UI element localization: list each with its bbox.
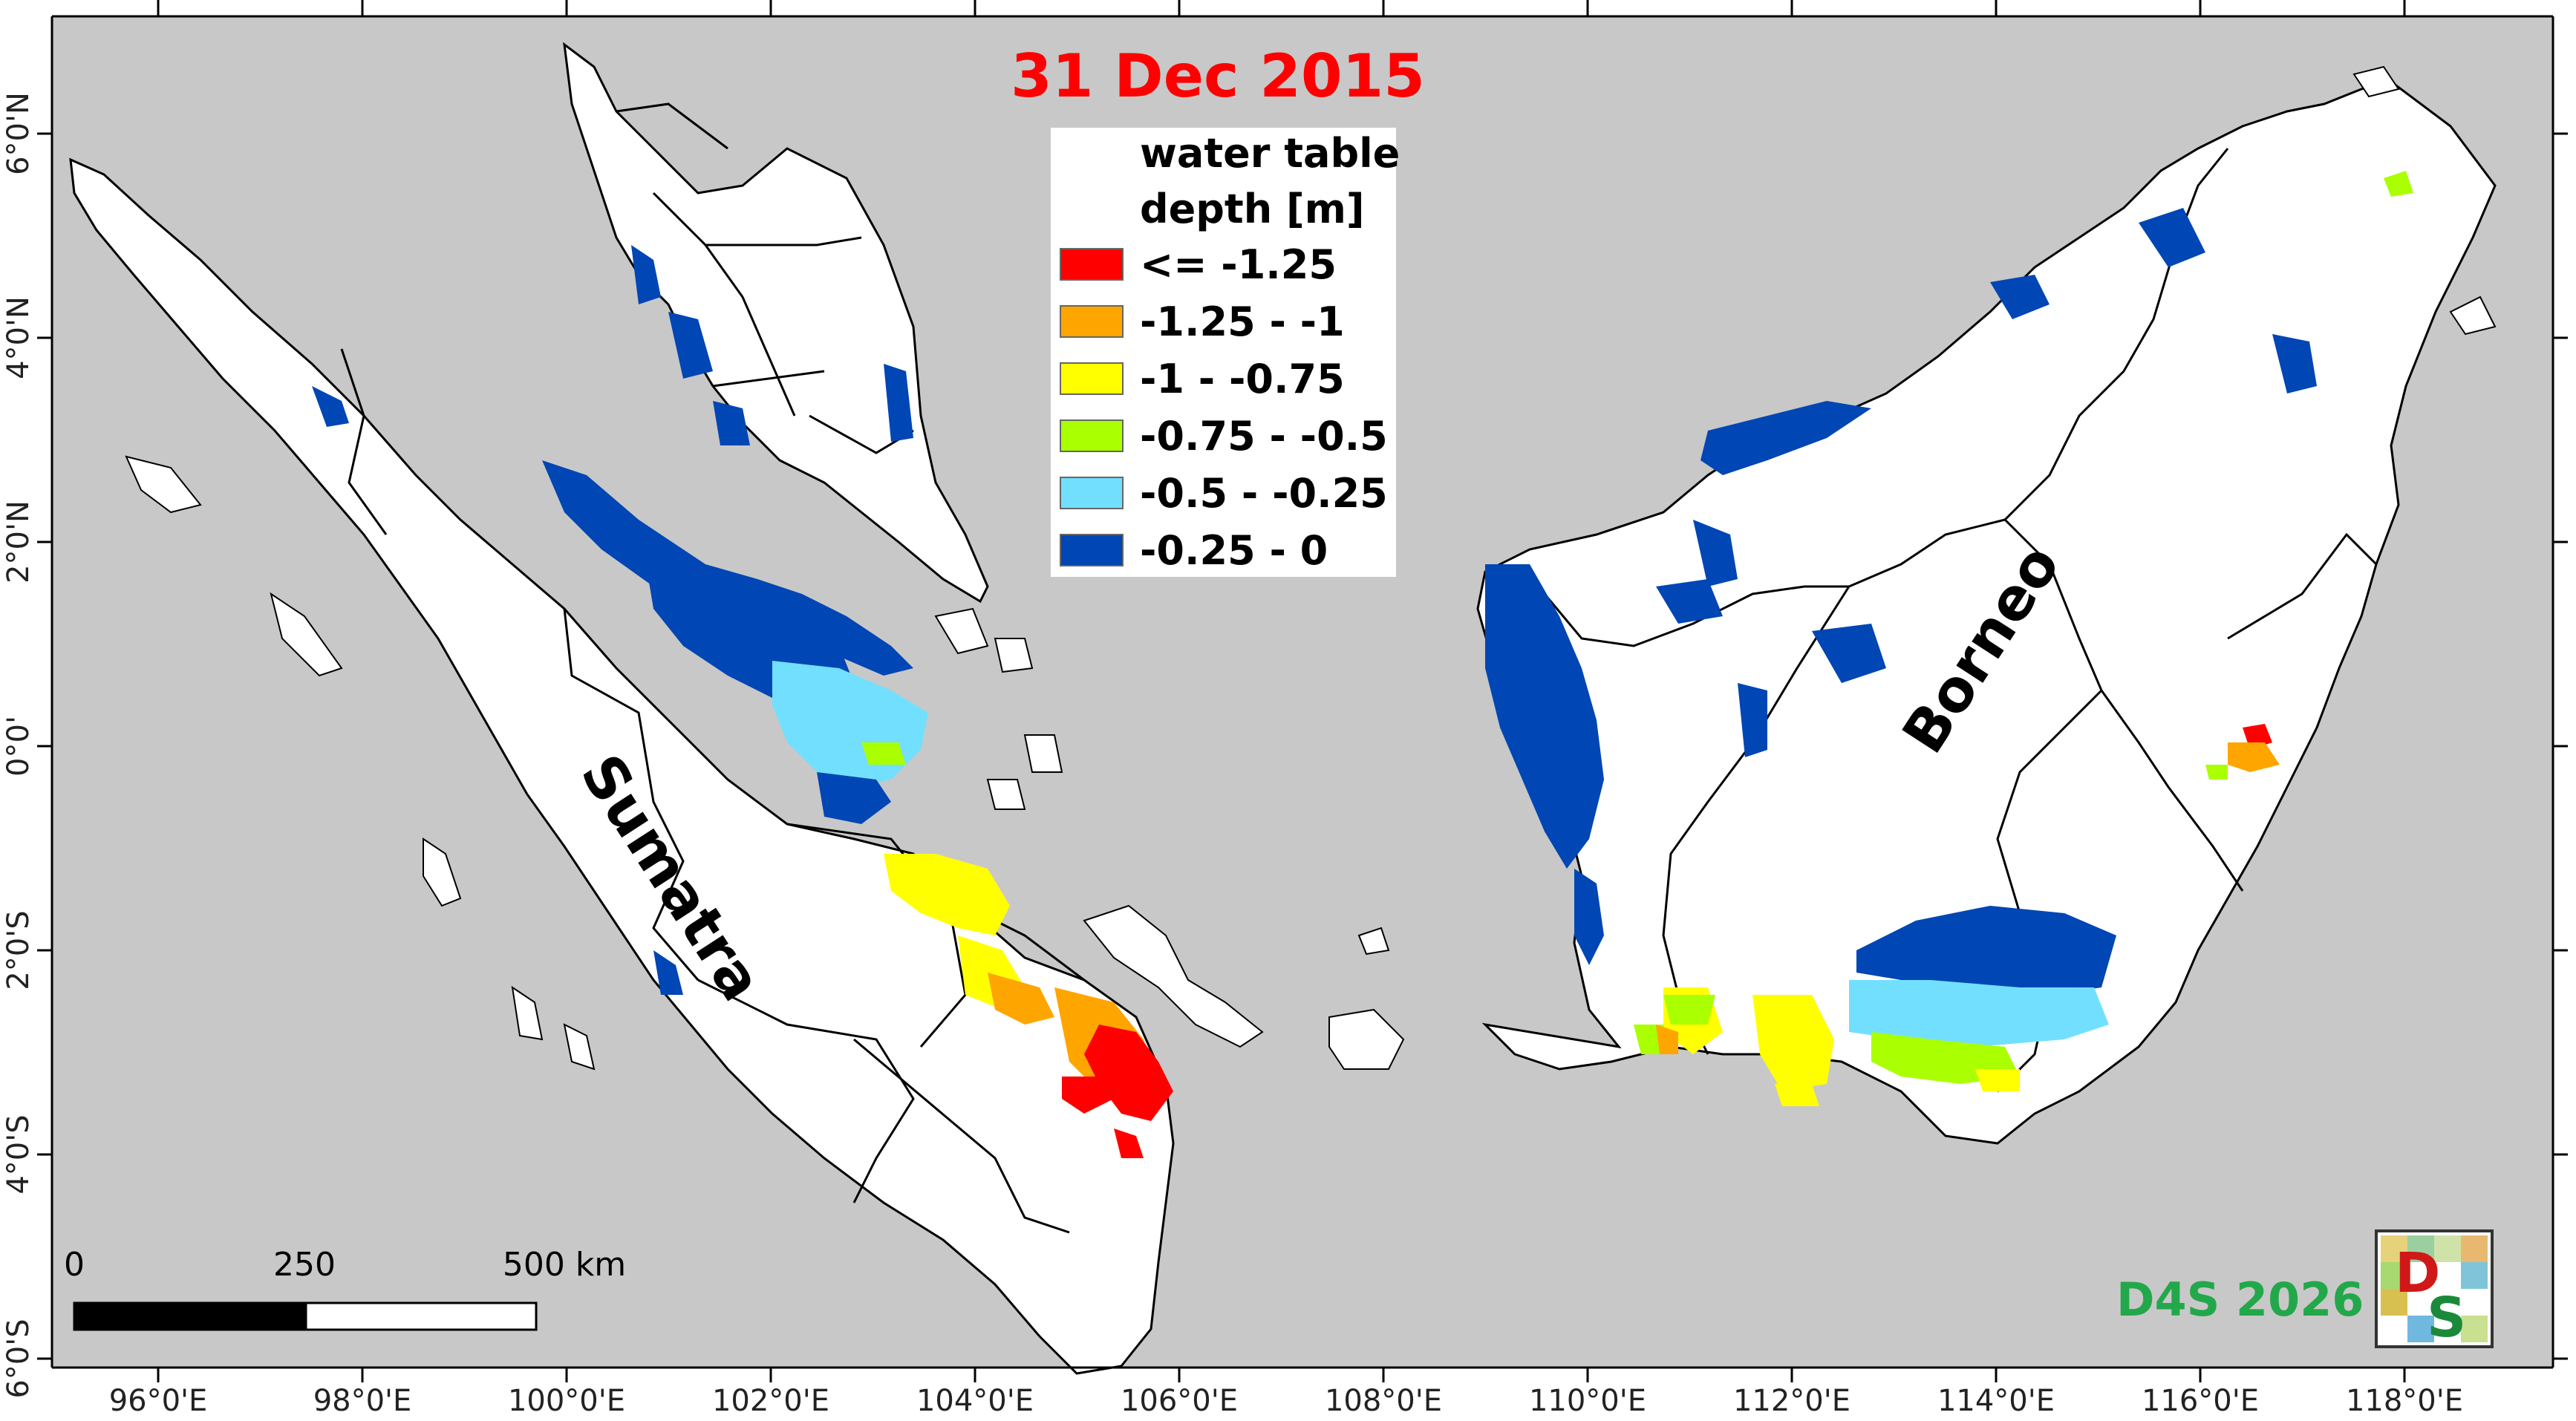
bangka-island	[1083, 904, 1264, 1048]
d4s-logo: D S	[2375, 1229, 2494, 1350]
x-tick-104E: 104°0'E	[916, 1384, 1034, 1418]
x-tick-106E: 106°0'E	[1121, 1384, 1238, 1418]
legend-label-1: -1.25 - -1	[1140, 298, 1345, 345]
y-tick-4N: 4°0'N	[1, 296, 36, 379]
brand-text: D4S 2026	[2116, 1273, 2364, 1327]
x-tick-110E: 110°0'E	[1529, 1384, 1646, 1418]
logo-letter-s: S	[2427, 1286, 2466, 1350]
y-tick-2N: 2°0'N	[1, 500, 36, 584]
sumatra-island	[69, 157, 1175, 1375]
legend-title-line1: water table	[1140, 130, 1400, 177]
borneo-borders	[1485, 148, 2378, 1093]
x-tick-118E: 118°0'E	[2346, 1384, 2463, 1418]
x-tick-108E: 108°0'E	[1325, 1384, 1442, 1418]
simeulue-island	[125, 455, 202, 514]
borneo-island	[1476, 80, 2497, 1145]
legend-label-3: -0.75 - -0.5	[1140, 413, 1388, 460]
legend-label-5: -0.25 - 0	[1140, 527, 1328, 574]
x-tick-114E: 114°0'E	[1937, 1384, 2055, 1418]
legend-swatch-0	[1060, 248, 1124, 281]
y-tick-2S: 2°0'S	[1, 910, 36, 990]
scale-label-0: 0	[64, 1246, 85, 1284]
legend-swatch-1	[1060, 305, 1124, 338]
mentawai-island-3	[563, 1023, 596, 1071]
peat-patches-borneo	[1485, 171, 2413, 1106]
legend-label-2: -1 - -0.75	[1140, 356, 1345, 402]
x-tick-116E: 116°0'E	[2142, 1384, 2259, 1418]
map-title: 31 Dec 2015	[1011, 42, 1425, 111]
y-tick-0: 0°0'	[1, 716, 36, 777]
scale-label-500: 500 km	[503, 1246, 626, 1284]
legend-swatch-4	[1060, 477, 1124, 509]
scale-label-250: 250	[273, 1246, 336, 1284]
legend-label-0: <= -1.25	[1140, 241, 1337, 288]
y-tick-labels: 6°0'N 4°0'N 2°0'N 0°0' 2°0'S 4°0'S 6°0'S	[1, 92, 36, 1399]
graticule-ticks	[37, 0, 2568, 1382]
belitung-island	[1328, 1008, 1405, 1070]
x-tick-98E: 98°0'E	[313, 1384, 412, 1418]
malay-borders	[616, 102, 914, 454]
peat-patches-sumatra	[312, 245, 1173, 1158]
y-tick-6S: 6°0'S	[1, 1319, 36, 1398]
x-tick-96E: 96°0'E	[109, 1384, 208, 1418]
x-tick-112E: 112°0'E	[1733, 1384, 1851, 1418]
legend-swatch-2	[1060, 362, 1124, 395]
scale-bar-white	[304, 1301, 538, 1331]
borneo-north-islands	[1357, 65, 2497, 956]
mentawai-island-2	[511, 985, 544, 1041]
legend-swatch-5	[1060, 534, 1124, 566]
legend-title-line2: depth [m]	[1140, 186, 1365, 232]
x-tick-labels: 96°0'E 98°0'E 100°0'E 102°0'E 104°0'E 10…	[109, 1384, 2463, 1418]
x-tick-102E: 102°0'E	[712, 1384, 829, 1418]
logo-letter-d: D	[2395, 1241, 2440, 1305]
mentawai-island-1	[423, 837, 462, 907]
scale-bar: 0 250 500 km	[64, 1246, 626, 1331]
riau-islands	[934, 607, 1063, 810]
x-tick-100E: 100°0'E	[508, 1384, 625, 1418]
legend-label-4: -0.5 - -0.25	[1140, 470, 1388, 517]
scale-bar-black	[73, 1301, 307, 1331]
nias-island	[270, 592, 343, 677]
legend-swatch-3	[1060, 419, 1124, 452]
y-tick-4S: 4°0'S	[1, 1114, 36, 1194]
legend: water table depth [m] <= -1.25 -1.25 - -…	[1051, 128, 1400, 577]
y-tick-6N: 6°0'N	[1, 92, 36, 175]
